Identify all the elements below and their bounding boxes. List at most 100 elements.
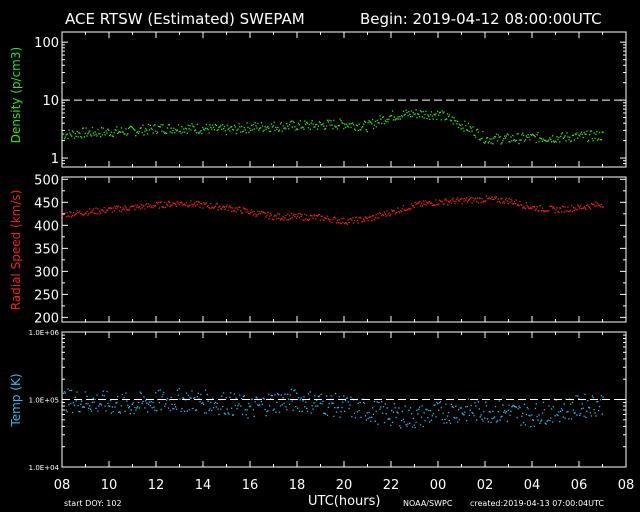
data-point: [398, 210, 400, 213]
data-point: [431, 205, 433, 207]
data-point: [475, 136, 477, 138]
data-point: [412, 205, 414, 207]
data-point: [166, 398, 169, 400]
data-point: [583, 131, 585, 134]
data-point: [499, 202, 501, 204]
data-point: [598, 410, 600, 412]
data-point: [325, 125, 328, 127]
data-point: [62, 213, 65, 216]
data-point: [389, 115, 391, 118]
data-point: [88, 407, 90, 409]
data-point: [240, 210, 242, 212]
data-point: [598, 132, 601, 134]
data-point: [199, 401, 201, 403]
data-point: [405, 209, 407, 211]
data-point: [452, 123, 454, 125]
data-point: [250, 398, 253, 401]
data-point: [195, 132, 198, 134]
data-point: [148, 205, 151, 208]
data-point: [493, 417, 495, 419]
data-point: [339, 416, 341, 418]
data-point: [555, 399, 557, 401]
data-point: [372, 215, 375, 217]
data-point: [372, 215, 374, 217]
data-point: [514, 203, 517, 205]
data-point: [249, 127, 251, 130]
data-point: [147, 403, 150, 405]
data-point: [477, 202, 480, 204]
data-point: [593, 203, 595, 205]
data-point: [99, 403, 101, 405]
data-point: [197, 392, 199, 394]
data-point: [536, 206, 538, 208]
data-point: [349, 123, 351, 125]
data-point: [508, 197, 510, 200]
data-point: [549, 205, 551, 208]
data-point: [72, 131, 75, 133]
data-point: [81, 137, 83, 139]
data-point: [447, 200, 450, 203]
data-point: [146, 129, 148, 131]
data-point: [137, 132, 140, 135]
data-point: [474, 402, 476, 404]
data-point: [304, 213, 306, 215]
data-point: [510, 410, 512, 412]
data-point: [313, 214, 315, 216]
data-point: [250, 124, 253, 127]
x-tick-label: 20: [336, 478, 353, 493]
data-point: [408, 207, 410, 209]
data-point: [464, 411, 466, 413]
data-point: [62, 133, 65, 135]
data-point: [346, 125, 348, 127]
data-point: [181, 407, 183, 410]
data-point: [320, 215, 322, 217]
data-point: [467, 398, 470, 400]
data-point: [213, 129, 216, 131]
data-point: [227, 128, 229, 131]
data-point: [505, 197, 508, 199]
data-point: [575, 133, 577, 136]
data-point: [162, 393, 164, 396]
data-point: [221, 208, 223, 210]
data-point: [214, 123, 217, 126]
data-point: [99, 133, 101, 135]
data-point: [83, 136, 85, 138]
data-point: [272, 219, 274, 221]
data-point: [494, 196, 496, 198]
data-point: [137, 206, 140, 209]
data-point: [462, 198, 464, 200]
data-point: [494, 416, 496, 418]
data-point: [525, 135, 527, 137]
data-point: [402, 110, 405, 112]
data-point: [142, 204, 144, 206]
data-point: [124, 410, 126, 412]
data-point: [165, 132, 168, 134]
data-point: [103, 207, 105, 209]
data-point: [529, 207, 531, 210]
data-point: [326, 119, 329, 121]
data-point: [592, 204, 594, 206]
data-point: [161, 206, 163, 208]
data-point: [271, 395, 273, 397]
data-point: [586, 410, 588, 412]
data-point: [579, 205, 582, 207]
data-point: [130, 409, 132, 411]
data-point: [529, 139, 531, 141]
data-point: [400, 210, 403, 213]
data-point: [485, 405, 488, 407]
data-point: [281, 404, 283, 406]
data-point: [525, 414, 527, 416]
data-point: [560, 133, 563, 135]
data-point: [119, 412, 122, 414]
data-point: [164, 405, 166, 408]
data-point: [114, 205, 116, 208]
data-point: [347, 126, 349, 128]
data-point: [105, 211, 107, 213]
data-point: [222, 206, 224, 208]
x-tick-label: 02: [477, 478, 494, 493]
data-point: [474, 134, 476, 136]
data-point: [499, 136, 501, 138]
data-point: [397, 116, 399, 118]
data-point: [601, 206, 603, 208]
